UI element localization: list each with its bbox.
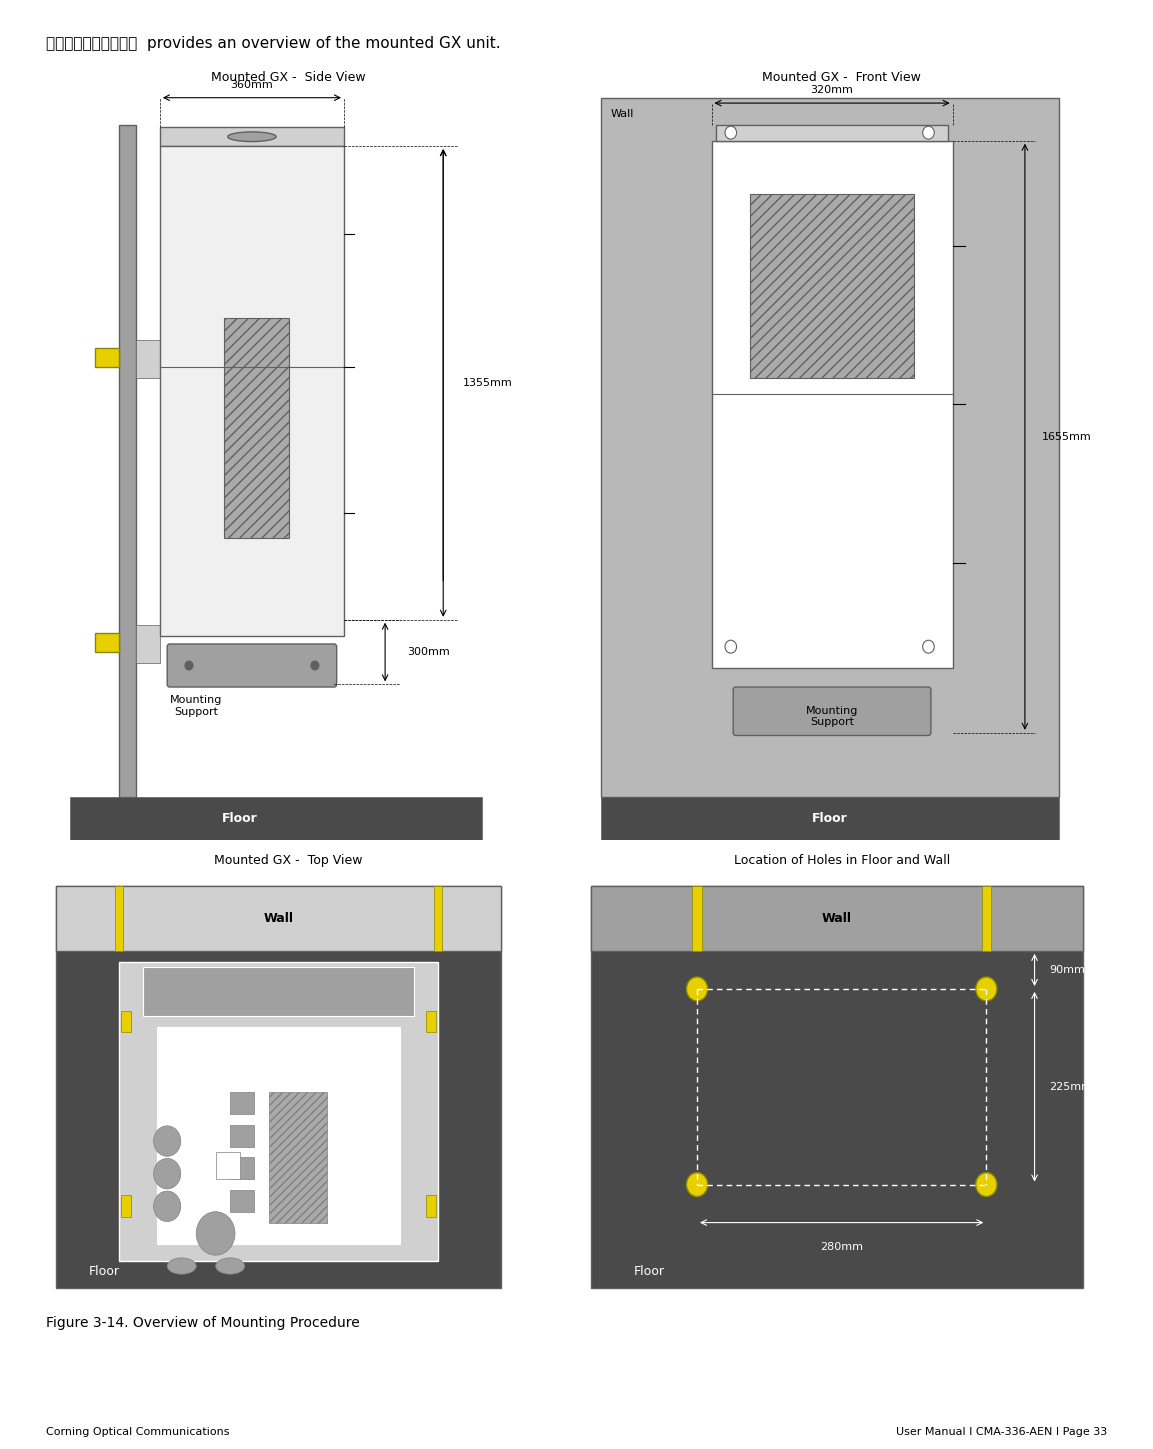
Ellipse shape — [167, 1258, 196, 1274]
Circle shape — [153, 1159, 181, 1188]
Text: Floor: Floor — [89, 1265, 120, 1278]
Text: 320mm: 320mm — [811, 85, 853, 96]
Circle shape — [975, 977, 997, 1001]
Bar — [225, 317, 288, 538]
Text: 1655mm: 1655mm — [1042, 432, 1092, 442]
Circle shape — [975, 1172, 997, 1197]
Circle shape — [153, 1191, 181, 1222]
Bar — [231, 1190, 255, 1211]
Bar — [121, 1195, 131, 1217]
Bar — [136, 341, 160, 378]
Text: Floor: Floor — [812, 813, 847, 826]
Bar — [427, 1011, 436, 1032]
Bar — [269, 1093, 327, 1223]
Bar — [591, 885, 1083, 951]
Bar — [115, 885, 122, 951]
Bar — [143, 968, 414, 1016]
Bar — [981, 885, 992, 951]
Text: 1355mm: 1355mm — [462, 378, 512, 388]
Text: Floor: Floor — [633, 1265, 664, 1278]
Text: Wall: Wall — [264, 911, 294, 924]
Bar — [95, 348, 119, 367]
Bar — [692, 885, 702, 951]
Title: Mounted GX -  Front View: Mounted GX - Front View — [762, 71, 921, 84]
Circle shape — [196, 1211, 235, 1255]
Circle shape — [725, 126, 737, 139]
Circle shape — [153, 1126, 181, 1156]
Bar — [231, 1093, 255, 1114]
Text: 90mm: 90mm — [1049, 965, 1085, 975]
Circle shape — [311, 661, 318, 669]
Title: Mounted GX -  Top View: Mounted GX - Top View — [214, 853, 362, 867]
Bar — [95, 633, 119, 652]
Circle shape — [922, 640, 934, 653]
Bar — [601, 97, 1058, 797]
Bar — [231, 1158, 255, 1179]
Text: 225mm: 225mm — [1049, 1082, 1092, 1091]
Bar — [711, 141, 952, 668]
Circle shape — [922, 126, 934, 139]
Circle shape — [186, 661, 193, 669]
Bar — [427, 1195, 436, 1217]
Bar — [119, 125, 136, 797]
FancyBboxPatch shape — [733, 687, 930, 736]
Circle shape — [725, 640, 737, 653]
Text: Figure 3-14. Overview of Mounting Procedure: Figure 3-14. Overview of Mounting Proced… — [46, 1316, 360, 1330]
Text: User Manual I CMA-336-AEN I Page 33: User Manual I CMA-336-AEN I Page 33 — [896, 1427, 1107, 1437]
Bar — [160, 146, 344, 636]
Bar — [216, 1152, 240, 1179]
Text: Wall: Wall — [822, 911, 852, 924]
Bar — [119, 962, 438, 1261]
Text: 360mm: 360mm — [231, 80, 273, 90]
Text: Corning Optical Communications: Corning Optical Communications — [46, 1427, 229, 1437]
Text: 280mm: 280mm — [820, 1242, 864, 1252]
Text: Mounting
Support: Mounting Support — [169, 696, 223, 717]
Bar — [231, 1124, 255, 1146]
Bar — [55, 885, 502, 951]
Text: Wall: Wall — [610, 109, 634, 119]
Text: 300mm: 300mm — [407, 648, 450, 656]
Ellipse shape — [228, 132, 277, 142]
Circle shape — [686, 1172, 708, 1197]
Ellipse shape — [216, 1258, 244, 1274]
Bar — [70, 797, 482, 840]
FancyBboxPatch shape — [167, 643, 337, 687]
Bar — [716, 125, 948, 141]
Text: 错误！未找到引用源。  provides an overview of the mounted GX unit.: 错误！未找到引用源。 provides an overview of the m… — [46, 36, 500, 51]
Bar — [435, 885, 443, 951]
Text: Floor: Floor — [221, 813, 258, 826]
Bar — [751, 194, 914, 378]
Bar — [158, 1027, 400, 1245]
Bar — [136, 625, 160, 662]
Title: Location of Holes in Floor and Wall: Location of Holes in Floor and Wall — [733, 853, 950, 867]
Text: Mounting
Support: Mounting Support — [806, 706, 858, 727]
Title: Mounted GX -  Side View: Mounted GX - Side View — [211, 71, 366, 84]
Bar — [160, 128, 344, 146]
Circle shape — [686, 977, 708, 1001]
Bar — [121, 1011, 131, 1032]
Bar — [601, 797, 1058, 840]
